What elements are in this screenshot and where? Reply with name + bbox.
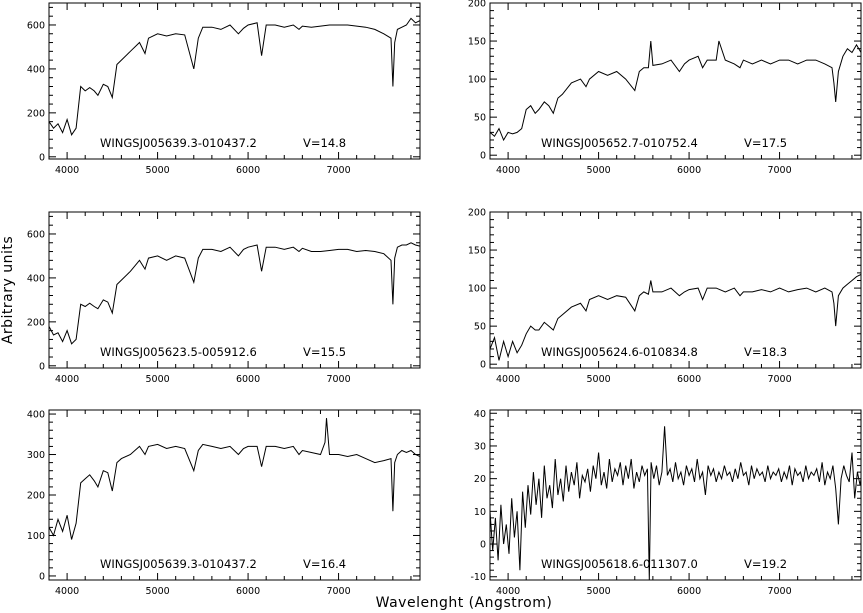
x-tick-label: 7000: [326, 374, 350, 385]
object-name-label: WINGSJ005618.6-011307.0: [541, 557, 698, 571]
plot-frame: [489, 2, 862, 160]
x-tick-label: 5000: [145, 374, 169, 385]
y-tick-label: 10: [474, 507, 486, 518]
y-tick-label: 150: [468, 246, 486, 257]
x-tick-label: 5000: [586, 374, 610, 385]
y-tick-label: 200: [27, 491, 45, 502]
object-name-label: WINGSJ005623.5-005912.6: [100, 345, 257, 359]
x-tick-label: 7000: [767, 165, 791, 176]
y-tick-label: 400: [27, 273, 45, 284]
y-tick-label: 200: [27, 108, 45, 119]
x-tick-label: 6000: [677, 165, 701, 176]
spectrum-line: [49, 242, 420, 345]
plot-frame: [48, 211, 421, 369]
spectrum-panel-1: 4000 5000 6000 7000 0 200 400 600 WINGSJ005639.3…: [27, 2, 421, 176]
y-tick-label: 0: [39, 571, 45, 582]
plot-frame: [48, 409, 421, 581]
y-tick-label: 50: [474, 322, 486, 333]
plot-frame: [489, 211, 862, 369]
x-tick-label: 7000: [326, 586, 350, 597]
y-tick-label: 0: [480, 360, 486, 371]
y-tick-label: 400: [27, 410, 45, 421]
y-tick-label: 150: [468, 37, 486, 48]
y-tick-label: 0: [39, 152, 45, 163]
x-tick-label: 6000: [236, 374, 260, 385]
y-tick-label: 20: [474, 474, 486, 485]
v-magnitude-label: V=19.2: [744, 557, 787, 571]
spectrum-line: [49, 17, 420, 136]
y-tick-label: 0: [39, 361, 45, 372]
v-magnitude-label: V=17.5: [744, 136, 787, 150]
x-tick-label: 6000: [677, 374, 701, 385]
spectrum-panel-3: 4000 5000 6000 7000 0 200 400 600 WINGSJ005623.5…: [27, 211, 421, 385]
object-name-label: WINGSJ005652.7-010752.4: [541, 136, 698, 150]
v-magnitude-label: V=15.5: [303, 345, 346, 359]
x-tick-label: 7000: [767, 586, 791, 597]
v-magnitude-label: V=16.4: [303, 557, 346, 571]
y-tick-label: -10: [470, 572, 486, 583]
y-tick-label: 100: [468, 284, 486, 295]
spectrum-panel-2: 4000 5000 6000 7000 0 50 100 150 200 WINGSJ005652…: [468, 0, 862, 176]
x-tick-label: 6000: [677, 586, 701, 597]
y-tick-label: 100: [468, 75, 486, 86]
object-name-label: WINGSJ005624.6-010834.8: [541, 345, 698, 359]
x-tick-label: 7000: [326, 165, 350, 176]
x-tick-label: 4000: [55, 374, 79, 385]
object-name-label: WINGSJ005639.3-010437.2: [100, 557, 257, 571]
x-tick-label: 7000: [767, 374, 791, 385]
x-axis-title: Wavelenght (Angstrom): [376, 595, 553, 611]
x-tick-label: 5000: [586, 586, 610, 597]
v-magnitude-label: V=18.3: [744, 345, 787, 359]
spectrum-line: [490, 426, 861, 580]
spectrum-line: [490, 273, 861, 361]
y-tick-label: 600: [27, 20, 45, 31]
y-tick-label: 300: [27, 450, 45, 461]
spectrum-panel-5: 4000 5000 6000 7000 0 100 200 300 400 WINGSJ00563…: [27, 409, 421, 597]
y-tick-label: 40: [474, 409, 486, 420]
y-tick-label: 30: [474, 441, 486, 452]
x-tick-label: 5000: [586, 165, 610, 176]
spectrum-line: [490, 40, 861, 142]
spectrum-panels: 4000 5000 6000 70000200400600WINGSJ005639.3…: [27, 0, 862, 597]
v-magnitude-label: V=14.8: [303, 136, 346, 150]
y-tick-label: 200: [27, 317, 45, 328]
y-tick-label: 100: [27, 531, 45, 542]
x-tick-label: 4000: [496, 165, 520, 176]
y-tick-label: 200: [468, 208, 486, 219]
x-tick-label: 6000: [236, 165, 260, 176]
x-tick-label: 5000: [145, 586, 169, 597]
x-tick-label: 6000: [236, 586, 260, 597]
plot-frame: [48, 2, 421, 160]
x-tick-label: 4000: [55, 165, 79, 176]
object-name-label: WINGSJ005639.3-010437.2: [100, 136, 257, 150]
x-tick-label: 4000: [496, 586, 520, 597]
y-tick-label: 0: [480, 540, 486, 551]
x-tick-label: 5000: [145, 165, 169, 176]
x-tick-label: 4000: [55, 586, 79, 597]
plot-frame: [489, 409, 862, 581]
spectrum-panel-6: 4000 5000 6000 7000 -10 0 10 20 30 40 WINGSJ005618…: [470, 409, 862, 597]
spectrum-line: [49, 418, 420, 540]
y-axis-title: Arbitrary units: [0, 236, 16, 344]
x-tick-label: 4000: [496, 374, 520, 385]
y-tick-label: 400: [27, 64, 45, 75]
y-tick-label: 50: [474, 113, 486, 124]
y-tick-label: 200: [468, 0, 486, 10]
y-tick-label: 0: [480, 151, 486, 162]
y-tick-label: 600: [27, 229, 45, 240]
spectrum-panel-4: 4000 5000 6000 7000 0 50 100 150 200 WINGSJ005624…: [468, 208, 862, 385]
